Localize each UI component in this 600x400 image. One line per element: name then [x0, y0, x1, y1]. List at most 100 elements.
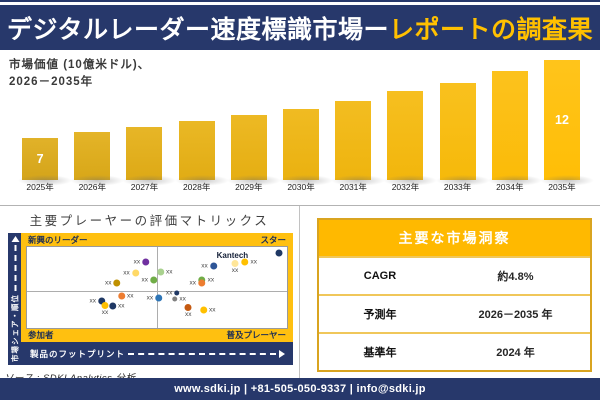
bar — [70, 132, 125, 186]
point-label: xx — [166, 268, 173, 276]
bar — [226, 115, 281, 186]
scatter-point: xx — [157, 268, 173, 276]
scatter-point: xx — [118, 292, 134, 300]
dot-icon — [231, 260, 239, 268]
evaluation-matrix: 市場シェア・順位 新興のリーダー スター Kantech xx xx xx xx xx x… — [8, 233, 293, 365]
scatter-point — [275, 249, 283, 257]
x-axis-tick-label: 2031年 — [339, 182, 367, 192]
quadrant-label-participants: 参加者 — [28, 330, 54, 340]
point-label: xx — [127, 292, 134, 300]
dot-icon — [108, 302, 116, 310]
point-label: xx — [123, 269, 130, 277]
bar: 12 — [539, 60, 594, 186]
point-label: xx — [250, 258, 258, 266]
report-title-accent: レポートの調査果 — [389, 15, 594, 44]
bar-column: 2029年 — [223, 60, 281, 195]
market-insights-table: 主要な市場洞察 CAGR 約4.8% 予測年 2026－2035 年 基準年 2… — [317, 218, 592, 372]
bottom-section: 主要プレーヤーの評価マトリックス 市場シェア・順位 新興のリーダー スター Ka… — [0, 205, 600, 384]
x-axis-tick-label: 2033年 — [443, 182, 472, 192]
matrix-frame: 新興のリーダー スター Kantech xx xx xx xx xx xx xx xx xx xx… — [21, 233, 293, 342]
bar-column: 12 2035年 — [536, 60, 594, 195]
bar-chart-title: 市場価値 (10億米ドル)、 2026－2035年 — [9, 57, 150, 90]
bar-column: 2030年 — [275, 60, 334, 195]
x-axis-tick-label: 2030年 — [287, 182, 315, 192]
x-axis-bar: 製品のフットプリント — [21, 342, 293, 365]
bar-data-label: 12 — [555, 113, 569, 127]
point-label: xx — [101, 309, 109, 317]
bar-column: 2031年 — [327, 60, 386, 195]
scatter-point: xx — [166, 290, 180, 297]
dot-icon — [142, 258, 150, 266]
scatter-point: xx — [105, 279, 121, 287]
bar — [279, 109, 334, 186]
x-axis-tick-label: 2034年 — [496, 182, 524, 192]
bar — [174, 121, 229, 186]
quadrant-label-pervasive-players: 普及プレーヤー — [226, 330, 286, 340]
bar — [331, 101, 386, 186]
scatter-point: xx — [199, 306, 215, 314]
x-axis-tick-label: 2027年 — [130, 182, 159, 192]
x-axis-tick-label: 2028年 — [182, 182, 211, 192]
point-label: xx — [184, 310, 192, 318]
matrix-bottom-labels: 参加者 普及プレーヤー — [26, 329, 288, 341]
bar-column: 2028年 — [171, 60, 229, 195]
y-axis-dashed-line — [13, 245, 16, 291]
insights-table-header: 主要な市場洞察 — [319, 220, 590, 256]
dot-icon — [275, 249, 283, 257]
row-label-forecast-years: 予測年 — [363, 309, 397, 321]
bar — [383, 91, 438, 186]
dot-icon — [172, 296, 178, 302]
point-label: xx — [201, 262, 208, 270]
matrix-top-labels: 新興のリーダー スター — [26, 234, 288, 246]
matrix-title: 主要プレーヤーの評価マトリックス — [29, 214, 270, 228]
dot-icon — [113, 279, 121, 287]
player-matrix-panel: 主要プレーヤーの評価マトリックス 市場シェア・順位 新興のリーダー スター Ka… — [0, 206, 300, 384]
point-label: xx — [179, 295, 186, 303]
bar — [435, 83, 490, 186]
scatter-point: xx — [123, 269, 139, 277]
bar-column: 2032年 — [379, 60, 438, 195]
point-label: xx — [165, 289, 173, 297]
scatter-point: xx — [189, 279, 206, 287]
point-label: xx — [105, 279, 112, 287]
point-label: xx — [89, 297, 96, 305]
y-axis-arrow-icon — [10, 236, 19, 242]
quadrant-label-star: スター — [260, 235, 286, 245]
point-label: xx — [189, 279, 197, 287]
dot-icon — [184, 303, 192, 311]
dot-icon — [199, 306, 207, 314]
scatter-point: xx — [241, 258, 258, 266]
table-row: CAGR 約4.8% — [319, 256, 590, 294]
bar-column: 2027年 — [118, 60, 177, 195]
contact-footer: www.sdki.jp | +81-505-050-9337 | info@sd… — [0, 378, 600, 400]
bar-data-label: 7 — [36, 152, 44, 166]
point-label: xx — [207, 276, 215, 284]
scatter-point: xx — [184, 303, 192, 318]
x-axis-tick-label: 2025年 — [26, 182, 54, 192]
x-axis-tick-label: 2032年 — [391, 182, 420, 192]
point-label: xx — [117, 302, 125, 310]
x-axis-tick-label: 2026年 — [78, 182, 106, 192]
dot-icon — [174, 290, 180, 296]
bar: 7 — [18, 138, 73, 186]
dot-icon — [118, 292, 126, 300]
x-axis-tick-label: 2035年 — [548, 182, 576, 192]
market-value-bar-chart: 市場価値 (10億米ドル)、 2026－2035年 7 2025年 2026年 202… — [0, 50, 600, 205]
dot-icon — [149, 276, 157, 284]
report-title-main: デジタルレーダー速度標識市場ー — [6, 15, 389, 44]
scatter-point: xx — [108, 302, 125, 310]
quadrant-horizontal-line — [27, 290, 287, 292]
x-axis-label: 製品のフットプリント — [30, 348, 126, 359]
x-axis-dashed-line — [128, 352, 276, 355]
y-axis-content: 市場シェア・順位 — [8, 234, 21, 364]
point-label: xx — [146, 294, 154, 302]
row-label-cagr: CAGR — [363, 270, 397, 282]
row-value-base-year: 2024 年 — [496, 347, 535, 359]
bar-column: 7 2025年 — [14, 60, 73, 195]
scatter-point: xx — [101, 302, 109, 317]
scatter-point: xx — [201, 262, 217, 270]
quadrant-vertical-line — [157, 247, 158, 328]
bar-chart-title-line1: 市場価値 (10億米ドル)、 — [9, 59, 151, 71]
point-label: xx — [231, 267, 239, 275]
quadrant-label-emerging-leaders: 新興のリーダー — [28, 235, 88, 245]
